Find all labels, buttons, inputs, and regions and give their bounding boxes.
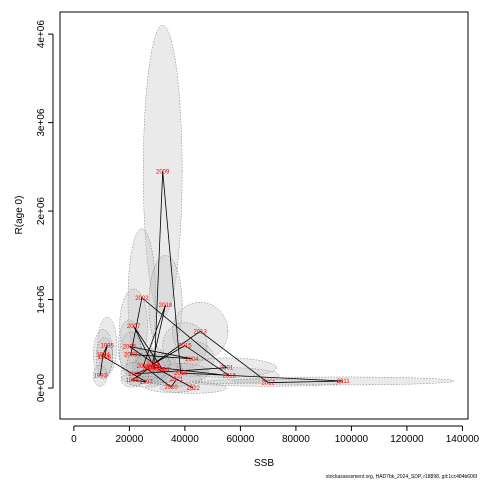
year-point-2003: 2003 [124, 352, 138, 358]
source-note: stockassessment.org, HAD7bk_2024_SDP, r1… [326, 474, 478, 480]
year-point-2019: 2019 [137, 364, 151, 370]
x-tick-label: 20000 [115, 434, 143, 445]
uncertainty-ellipse-2004 [169, 340, 215, 377]
year-point-2007: 2007 [127, 324, 141, 330]
year-point-2020: 2020 [164, 385, 178, 391]
uncertainty-ellipse-2022 [159, 382, 227, 394]
year-point-2021: 2021 [170, 377, 184, 383]
year-point-2001: 2001 [220, 366, 234, 372]
year-point-2018: 2018 [159, 303, 173, 309]
x-tick-label: 0 [71, 434, 77, 445]
year-point-2023: 2023 [152, 367, 166, 373]
year-point-2013: 2013 [193, 329, 207, 335]
uncertainty-ellipse-2018 [148, 255, 183, 355]
year-point-2008: 2008 [148, 366, 162, 372]
year-point-1993: 1993 [94, 374, 108, 380]
year-point-2016: 2016 [223, 374, 237, 380]
y-tick-label: 0e+00 [36, 374, 47, 403]
plot-frame [59, 11, 469, 420]
year-point-2012: 2012 [261, 381, 275, 387]
year-point-2009: 2009 [156, 169, 170, 175]
year-point-1996: 1996 [98, 355, 112, 361]
year-point-1997: 1997 [139, 380, 153, 386]
year-point-1998: 1998 [125, 378, 139, 384]
y-axis-title: R(age 0) [14, 196, 25, 235]
y-tick-label: 2e+06 [36, 197, 47, 226]
year-point-1995: 1995 [101, 344, 115, 350]
year-point-2014: 2014 [146, 362, 160, 368]
x-tick-label: 80000 [282, 434, 310, 445]
x-axis: 0 20000 40000 60000 80000 100000 120000 140000 [71, 425, 480, 445]
trajectory-lines [99, 171, 344, 389]
y-axis: 0e+00 1e+06 2e+06 3e+06 4e+06 [36, 20, 54, 403]
x-tick-label: 40000 [171, 434, 199, 445]
year-point-2011: 2011 [337, 379, 351, 385]
year-point-2006: 2006 [156, 367, 170, 373]
x-tick-label: 60000 [227, 434, 255, 445]
year-point-2010: 2010 [174, 371, 188, 377]
x-tick-label: 120000 [390, 434, 424, 445]
uncertainty-ellipse-2009 [143, 25, 183, 318]
uncertainty-ellipse-1993 [93, 364, 108, 387]
year-point-2017: 2017 [145, 365, 159, 371]
year-point-2002: 2002 [135, 296, 149, 302]
year-point-2004: 2004 [185, 357, 199, 363]
trajectory-line [99, 171, 344, 389]
x-axis-title: SSB [254, 458, 274, 469]
year-point-2015: 2015 [178, 344, 192, 350]
y-tick-label: 4e+06 [36, 20, 47, 49]
year-point-1999: 1999 [142, 367, 156, 373]
x-tick-label: 140000 [446, 434, 480, 445]
y-tick-label: 1e+06 [36, 285, 47, 314]
year-point-2005: 2005 [123, 344, 137, 350]
year-point-2000: 2000 [128, 372, 142, 378]
y-tick-label: 3e+06 [36, 108, 47, 137]
x-tick-label: 100000 [335, 434, 369, 445]
year-point-1994: 1994 [96, 352, 110, 358]
year-point-2022: 2022 [187, 386, 201, 392]
